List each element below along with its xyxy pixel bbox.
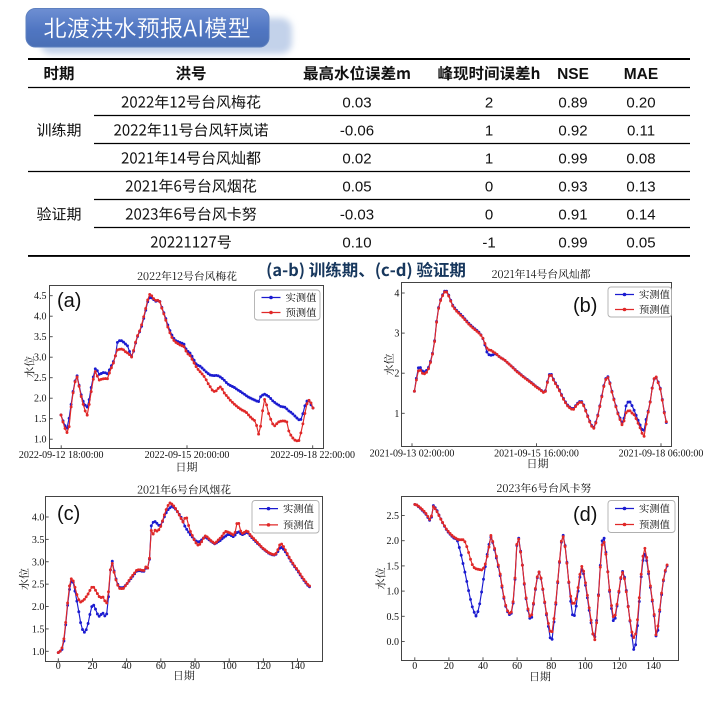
svg-text:120: 120 bbox=[256, 661, 271, 672]
svg-text:(c): (c) bbox=[57, 503, 80, 525]
svg-text:0: 0 bbox=[485, 179, 493, 196]
svg-text:2: 2 bbox=[485, 95, 493, 112]
svg-text:0.11: 0.11 bbox=[627, 123, 655, 140]
svg-text:0.91: 0.91 bbox=[558, 207, 587, 224]
svg-text:0.05: 0.05 bbox=[626, 235, 655, 252]
svg-text:60: 60 bbox=[156, 661, 166, 672]
svg-text:100: 100 bbox=[578, 661, 593, 672]
svg-text:4.0: 4.0 bbox=[32, 512, 45, 523]
svg-text:0.89: 0.89 bbox=[558, 95, 587, 112]
svg-text:2.0: 2.0 bbox=[387, 536, 400, 547]
svg-text:140: 140 bbox=[646, 661, 661, 672]
svg-text:0: 0 bbox=[56, 661, 61, 672]
svg-text:140: 140 bbox=[290, 661, 305, 672]
svg-text:1.0: 1.0 bbox=[32, 647, 45, 658]
svg-text:NSE: NSE bbox=[557, 66, 589, 83]
svg-text:80: 80 bbox=[190, 661, 200, 672]
svg-text:4.5: 4.5 bbox=[34, 291, 47, 302]
svg-text:1: 1 bbox=[485, 123, 493, 140]
svg-text:120: 120 bbox=[612, 661, 627, 672]
svg-text:0.13: 0.13 bbox=[626, 179, 655, 196]
svg-text:100: 100 bbox=[222, 661, 237, 672]
svg-text:3.5: 3.5 bbox=[32, 535, 45, 546]
svg-text:1.0: 1.0 bbox=[387, 587, 400, 598]
svg-text:0: 0 bbox=[412, 661, 417, 672]
svg-text:2.5: 2.5 bbox=[32, 580, 45, 591]
svg-text:80: 80 bbox=[546, 661, 556, 672]
svg-text:-0.03: -0.03 bbox=[340, 207, 374, 224]
svg-text:1.5: 1.5 bbox=[387, 561, 400, 572]
svg-text:0.05: 0.05 bbox=[342, 179, 371, 196]
svg-text:0.0: 0.0 bbox=[387, 637, 400, 648]
svg-text:4: 4 bbox=[394, 289, 399, 300]
svg-text:-0.06: -0.06 bbox=[340, 123, 374, 140]
svg-text:0.03: 0.03 bbox=[342, 95, 371, 112]
svg-text:1.5: 1.5 bbox=[34, 414, 47, 425]
svg-text:0.02: 0.02 bbox=[342, 151, 371, 168]
svg-text:20: 20 bbox=[87, 661, 97, 672]
svg-text:0.99: 0.99 bbox=[558, 235, 587, 252]
svg-text:3.0: 3.0 bbox=[34, 353, 47, 364]
svg-text:3.5: 3.5 bbox=[34, 332, 47, 343]
svg-text:0.08: 0.08 bbox=[626, 151, 655, 168]
svg-text:2021-09-15 16:00:00: 2021-09-15 16:00:00 bbox=[494, 448, 579, 459]
svg-text:2.5: 2.5 bbox=[387, 511, 400, 522]
svg-text:(d): (d) bbox=[573, 504, 597, 526]
svg-text:2022-09-15 20:00:00: 2022-09-15 20:00:00 bbox=[145, 450, 230, 461]
svg-text:4.0: 4.0 bbox=[34, 312, 47, 323]
svg-text:0: 0 bbox=[485, 207, 493, 224]
svg-text:2.0: 2.0 bbox=[34, 394, 47, 405]
svg-text:1.5: 1.5 bbox=[32, 624, 45, 635]
svg-text:2022-09-18 22:00:00: 2022-09-18 22:00:00 bbox=[270, 450, 355, 461]
svg-text:0.10: 0.10 bbox=[342, 235, 371, 252]
svg-text:-1: -1 bbox=[482, 235, 495, 252]
svg-text:2.5: 2.5 bbox=[34, 373, 47, 384]
svg-text:1: 1 bbox=[394, 409, 399, 420]
svg-text:2021-09-18 06:00:00: 2021-09-18 06:00:00 bbox=[619, 448, 704, 459]
svg-text:1: 1 bbox=[485, 151, 493, 168]
svg-text:2.0: 2.0 bbox=[32, 602, 45, 613]
svg-text:2: 2 bbox=[394, 369, 399, 380]
svg-text:0.92: 0.92 bbox=[558, 123, 587, 140]
svg-text:0.99: 0.99 bbox=[558, 151, 587, 168]
svg-text:20: 20 bbox=[444, 661, 454, 672]
svg-text:2022-09-12 18:00:00: 2022-09-12 18:00:00 bbox=[19, 450, 104, 461]
svg-text:0.5: 0.5 bbox=[387, 612, 400, 623]
svg-text:2021-09-13 02:00:00: 2021-09-13 02:00:00 bbox=[370, 448, 455, 459]
svg-text:3.0: 3.0 bbox=[32, 557, 45, 568]
svg-text:0.93: 0.93 bbox=[558, 179, 587, 196]
svg-text:40: 40 bbox=[122, 661, 132, 672]
svg-text:40: 40 bbox=[478, 661, 488, 672]
svg-text:(b): (b) bbox=[573, 295, 597, 317]
svg-text:0.20: 0.20 bbox=[626, 95, 655, 112]
svg-text:(a): (a) bbox=[57, 290, 81, 312]
svg-text:60: 60 bbox=[512, 661, 522, 672]
svg-text:3: 3 bbox=[394, 329, 399, 340]
svg-text:0.14: 0.14 bbox=[626, 207, 655, 224]
svg-text:MAE: MAE bbox=[624, 66, 658, 83]
svg-text:1.0: 1.0 bbox=[34, 435, 47, 446]
